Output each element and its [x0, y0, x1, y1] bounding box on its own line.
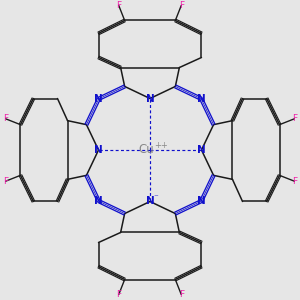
- Text: F: F: [292, 177, 297, 186]
- Text: N: N: [197, 145, 206, 155]
- Text: N: N: [94, 94, 103, 104]
- Text: F: F: [116, 1, 121, 10]
- Text: F: F: [3, 114, 8, 123]
- Text: ++: ++: [154, 142, 168, 151]
- Text: F: F: [116, 290, 121, 299]
- Text: N: N: [94, 145, 103, 155]
- Text: F: F: [3, 177, 8, 186]
- Text: N: N: [146, 196, 154, 206]
- Text: ⁻: ⁻: [154, 194, 158, 203]
- Text: F: F: [292, 114, 297, 123]
- Text: N: N: [197, 94, 206, 104]
- Text: F: F: [179, 290, 184, 299]
- Text: N: N: [146, 94, 154, 103]
- Text: Cu: Cu: [138, 143, 154, 156]
- Text: F: F: [179, 1, 184, 10]
- Text: N: N: [197, 196, 206, 206]
- Text: N: N: [94, 196, 103, 206]
